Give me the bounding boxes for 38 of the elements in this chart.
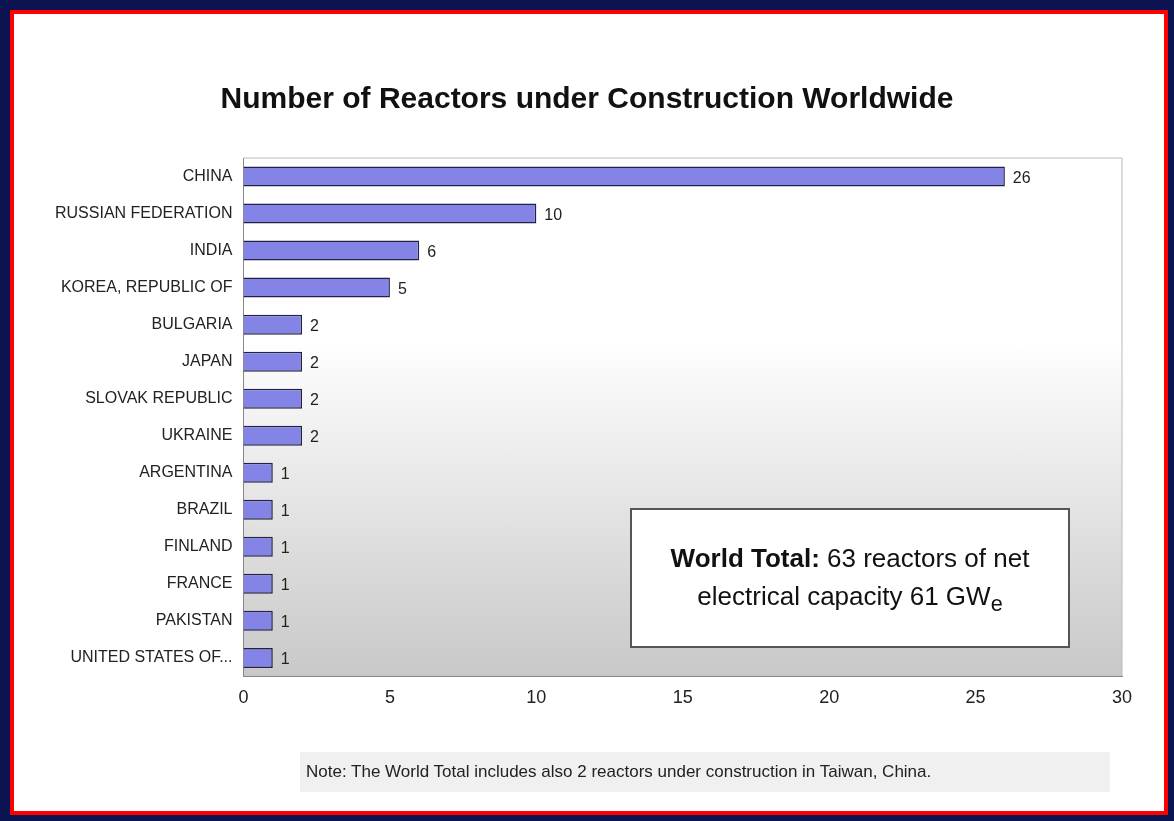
data-label: 1: [280, 465, 290, 483]
y-tick-label: BULGARIA: [151, 315, 233, 333]
x-tick-label: 0: [238, 687, 249, 708]
x-tick-label: 10: [526, 687, 547, 708]
data-label: 5: [397, 280, 407, 298]
y-tick-label: JAPAN: [182, 352, 233, 370]
y-tick-label: FRANCE: [166, 574, 233, 592]
text-box: World Total: 63 reactors of net electrical capacity 61 GW$_{e}$: [630, 508, 1070, 648]
x-tick-label: 30: [1111, 687, 1133, 708]
y-tick-label: UNITED STATES OF...: [70, 648, 233, 666]
x-tick-label: 20: [819, 687, 840, 708]
data-label: 26: [1012, 168, 1031, 186]
y-tick-label: INDIA: [189, 240, 233, 258]
y-tick-label: PAKISTAN: [155, 611, 233, 629]
data-label: 6: [427, 242, 437, 260]
x-tick-label: 5: [384, 687, 395, 708]
x-tick-label: 25: [965, 687, 986, 708]
y-tick-label: RUSSIAN FEDERATION: [55, 203, 233, 221]
data-label: 2: [310, 391, 320, 409]
data-label: 1: [280, 650, 290, 668]
y-tick-label: SLOVAK REPUBLIC: [85, 389, 233, 407]
data-label: 2: [310, 354, 320, 372]
data-label: 1: [280, 539, 290, 557]
y-tick-label: KOREA, REPUBLIC OF: [60, 278, 233, 296]
y-tick-label: UKRAINE: [161, 426, 233, 444]
data-label: 10: [544, 205, 563, 223]
text: Note: The World Total includes also 2 reactors under construction in Taiwan, China.: [300, 752, 1110, 792]
data-label: 2: [310, 317, 320, 335]
data-label: 2: [310, 428, 320, 446]
x-tick-label: 15: [672, 687, 693, 708]
data-label: 1: [280, 576, 290, 594]
data-label: 1: [280, 613, 290, 631]
y-tick-label: FINLAND: [164, 537, 233, 555]
chart-title: Number of Reactors under Construction Worldwide: [220, 81, 954, 115]
y-tick-label: ARGENTINA: [139, 463, 233, 481]
y-tick-label: CHINA: [182, 166, 233, 184]
y-tick-label: BRAZIL: [176, 500, 233, 518]
data-label: 1: [280, 502, 290, 520]
